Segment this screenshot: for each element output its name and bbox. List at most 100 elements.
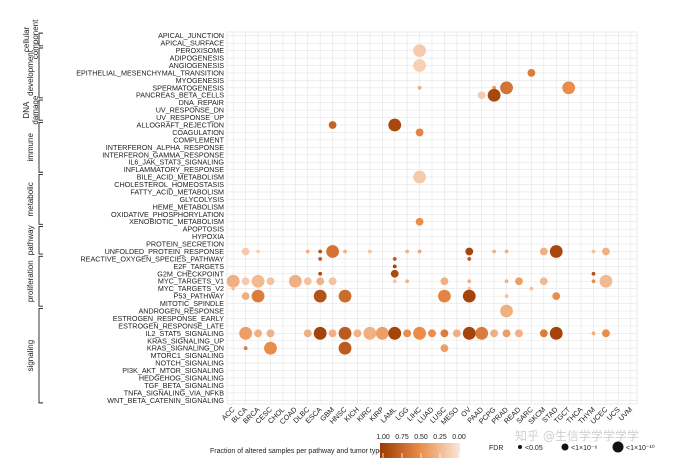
point-unfolded-protein-response-ucec [602,247,610,256]
y-tick-label: MITOTIC_SPINDLE [160,299,224,308]
point-reactive-oxygen-species-pathway-laml [392,257,397,261]
y-tick-label: DNA_REPAIR [179,98,224,107]
group-label: damage [31,95,40,124]
point-g2m-checkpoint-esca [318,271,323,276]
y-tick-label: HEME_METABOLISM [153,202,224,211]
point-p53-pathway-lusc [438,289,451,303]
colorbar-ticks [382,453,460,458]
y-tick-label: ADIPOGENESIS [170,54,225,63]
point-myc-targets-v1-lgg [405,279,410,284]
point-kras-signaling-dn-cesc [264,341,277,355]
point-allograft-rejection-laml [388,118,402,132]
size-legend-dot-large [612,441,624,453]
point-reactive-oxygen-species-pathway-esca [318,257,323,261]
y-tick-label: UV_RESPONSE_DN [156,106,224,115]
point-myc-targets-v1-ucec [599,274,613,288]
point-p53-pathway-blca [241,292,250,301]
point-myc-targets-v1-read [515,277,523,286]
point-il2-stat5-signaling-ucec [602,329,610,338]
y-tick-label: ESTROGEN_RESPONSE_EARLY [113,314,225,323]
point-il2-stat5-signaling-skcm [539,329,548,338]
group-label: metabolic [26,182,35,216]
point-il2-stat5-signaling-hnsc [338,326,352,340]
y-tick-label: GLYCOLYSIS [180,195,225,204]
point-spermatogenesis-prad [500,81,513,95]
point-g2m-checkpoint-thym [591,271,596,276]
group-label: proliferation [26,260,35,302]
point-angiogenesis-lihc [413,59,426,72]
group-bracket [38,99,43,121]
point-il2-stat5-signaling-lihc [413,326,426,340]
point-myc-targets-v1-coad [288,274,302,288]
y-tick-label: APOPTOSIS [183,225,225,234]
group-label: cellular [22,26,31,52]
point-unfolded-protein-response-dlbc [305,249,310,254]
x-tick-label: UVM [617,405,635,423]
point-p53-pathway-hnsc [338,289,352,303]
point-il2-stat5-signaling-read [515,329,523,338]
point-il2-stat5-signaling-gbm [328,329,337,338]
watermark: 知乎 @生信学学学学学 [515,428,639,443]
data-points [226,44,613,355]
y-tick-label: EPITHELIAL_MESENCHYMAL_TRANSITION [76,68,224,77]
group-bracket [38,174,43,225]
point-epithelial-mesenchymal-transition-sarc [527,69,536,77]
y-tick-label: TGF_BETA_SIGNALING [144,381,224,390]
y-tick-label: UV_RESPONSE_UP [156,113,224,122]
legend: Fraction of altered samples per pathway … [210,434,655,458]
point-unfolded-protein-response-stad [549,245,563,258]
y-tick-label: ANDROGEN_RESPONSE [139,307,225,316]
point-myc-targets-v1-esca [316,277,325,286]
point-unfolded-protein-response-prad [504,249,509,254]
point-myc-targets-v1-laml [392,279,397,284]
y-tick-label: COAGULATION [172,128,224,137]
y-tick-label: INTERFERON_GAMMA_RESPONSE [102,150,224,159]
group-label: signaling [26,340,35,372]
y-tick-label: MYC_TARGETS_V2 [158,284,224,293]
group-bracket [38,307,43,404]
y-tick-label: INTERFERON_ALPHA_RESPONSE [106,143,224,152]
y-tick-label: APICAL_JUNCTION [158,31,224,40]
point-il2-stat5-signaling-lgg [403,329,412,338]
point-il2-stat5-signaling-laml [388,326,402,340]
size-legend-dot-small [518,445,522,449]
y-tick-label: APICAL_SURFACE [160,39,224,48]
y-tick-label: E2F_TARGETS [173,262,224,271]
point-unfolded-protein-response-pcpg [492,249,497,254]
grid [226,31,638,405]
point-il2-stat5-signaling-kirp [375,326,389,340]
size-legend-label-2: <1×10⁻⁶ [571,445,598,452]
point-il2-stat5-signaling-cesc [266,329,275,338]
y-tick-label: PROTEIN_SECRETION [146,240,224,249]
point-unfolded-protein-response-ov [465,247,474,256]
group-label: pathway [26,225,35,255]
y-tick-label: IL6_JAK_STAT3_SIGNALING [128,158,224,167]
y-tick-label: IL2_STAT5_SIGNALING [146,329,225,338]
point-myc-targets-v1-skcm [539,277,548,286]
point-unfolded-protein-response-hnsc [343,249,347,254]
y-tick-label: ALLOGRAFT_REJECTION [137,121,224,130]
size-legend-title: FDR [489,445,503,452]
point-il2-stat5-signaling-thym [591,331,596,336]
point-unfolded-protein-response-blca [241,247,250,256]
point-il2-stat5-signaling-kich [353,329,362,338]
point-il2-stat5-signaling-brca [254,329,262,338]
group-bracket [38,121,43,173]
point-pancreas-beta-cells-pcpg [487,88,501,102]
point-il2-stat5-signaling-pcpg [490,329,499,338]
y-tick-label: XENOBIOTIC_METABOLISM [129,217,224,226]
y-tick-label: HYPOXIA [192,232,224,241]
point-myc-targets-v1-ov [467,279,472,284]
point-e2f-targets-laml [392,264,397,269]
y-tick-label: REACTIVE_OXYGEN_SPECIES_PATHWAY [80,254,224,263]
y-tick-label: UNFOLDED_PROTEIN_RESPONSE [105,247,225,256]
y-tick-label: FATTY_ACID_METABOLISM [130,187,224,196]
point-spermatogenesis-pcpg [492,85,497,90]
y-tick-label: HEDGEHOG_SIGNALING [139,373,224,382]
y-tick-label: MTORC1_SIGNALING [151,351,225,360]
group-label: component [31,19,40,59]
point-p53-pathway-ov [462,289,476,303]
point-myc-targets-v2-ov [467,286,472,291]
point-il2-stat5-signaling-ov [462,326,476,340]
